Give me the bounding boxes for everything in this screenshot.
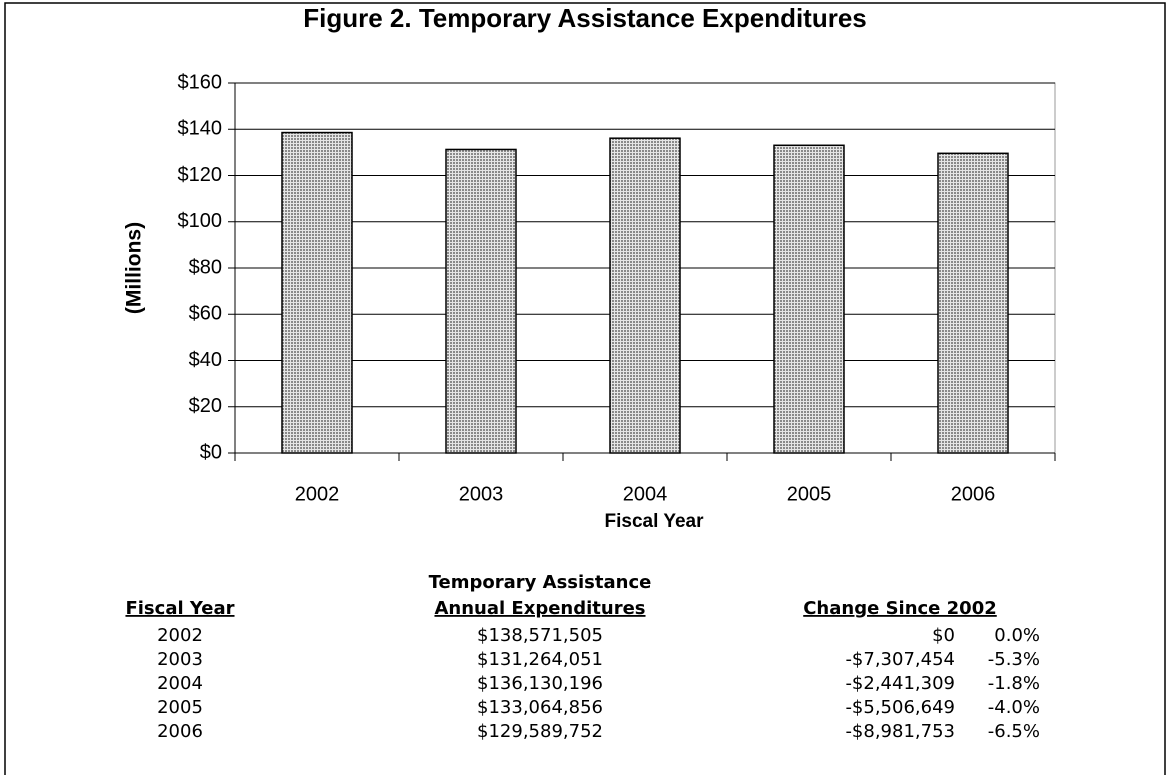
chart-title: Figure 2. Temporary Assistance Expenditu… <box>303 3 867 33</box>
y-tick-label: $40 <box>189 349 222 371</box>
table-header: Change Since 2002 <box>803 598 997 619</box>
y-tick-label: $20 <box>189 395 222 417</box>
y-tick-label: $0 <box>200 441 222 463</box>
x-tick-label: 2003 <box>459 483 504 505</box>
table-cell: -5.3% <box>988 649 1040 670</box>
table-cell: $136,130,196 <box>477 673 603 694</box>
table-cell: -$7,307,454 <box>845 649 955 670</box>
y-tick-label: $160 <box>178 71 223 93</box>
table-cell: -6.5% <box>988 721 1040 742</box>
y-tick-label: $60 <box>189 303 222 325</box>
table-cell: $0 <box>932 625 955 646</box>
table-cell: $129,589,752 <box>477 721 603 742</box>
x-tick-label: 2002 <box>295 483 340 505</box>
y-tick-label: $120 <box>178 164 223 186</box>
table-cell: -$2,441,309 <box>845 673 955 694</box>
table-header: Fiscal Year <box>125 598 234 619</box>
table-header: Temporary Assistance <box>429 572 652 593</box>
frame <box>4 2 1166 775</box>
table-cell: $133,064,856 <box>477 697 603 718</box>
table-cell: 2006 <box>157 721 203 742</box>
y-axis-label: (Millions) <box>123 222 146 314</box>
x-tick-label: 2004 <box>623 483 668 505</box>
y-tick-label: $80 <box>189 256 222 278</box>
x-tick-label: 2006 <box>951 483 996 505</box>
table-cell: 2002 <box>157 625 203 646</box>
table-cell: -$8,981,753 <box>845 721 955 742</box>
table-cell: 2003 <box>157 649 203 670</box>
x-tick-label: 2005 <box>787 483 832 505</box>
table-cell: 2005 <box>157 697 203 718</box>
table-cell: $138,571,505 <box>477 625 603 646</box>
table-cell: 0.0% <box>994 625 1040 646</box>
table-header: Annual Expenditures <box>434 598 645 619</box>
y-tick-label: $140 <box>178 118 223 140</box>
y-tick-label: $100 <box>178 210 223 232</box>
table-cell: $131,264,051 <box>477 649 603 670</box>
x-axis-label: Fiscal Year <box>605 511 705 532</box>
table-cell: -$5,506,649 <box>845 697 955 718</box>
table-cell: 2004 <box>157 673 203 694</box>
bar <box>609 137 681 454</box>
table-cell: -4.0% <box>988 697 1040 718</box>
bar <box>937 152 1009 454</box>
bar <box>773 144 845 454</box>
table-cell: -1.8% <box>988 673 1040 694</box>
bar <box>445 148 517 454</box>
bar <box>281 131 353 454</box>
